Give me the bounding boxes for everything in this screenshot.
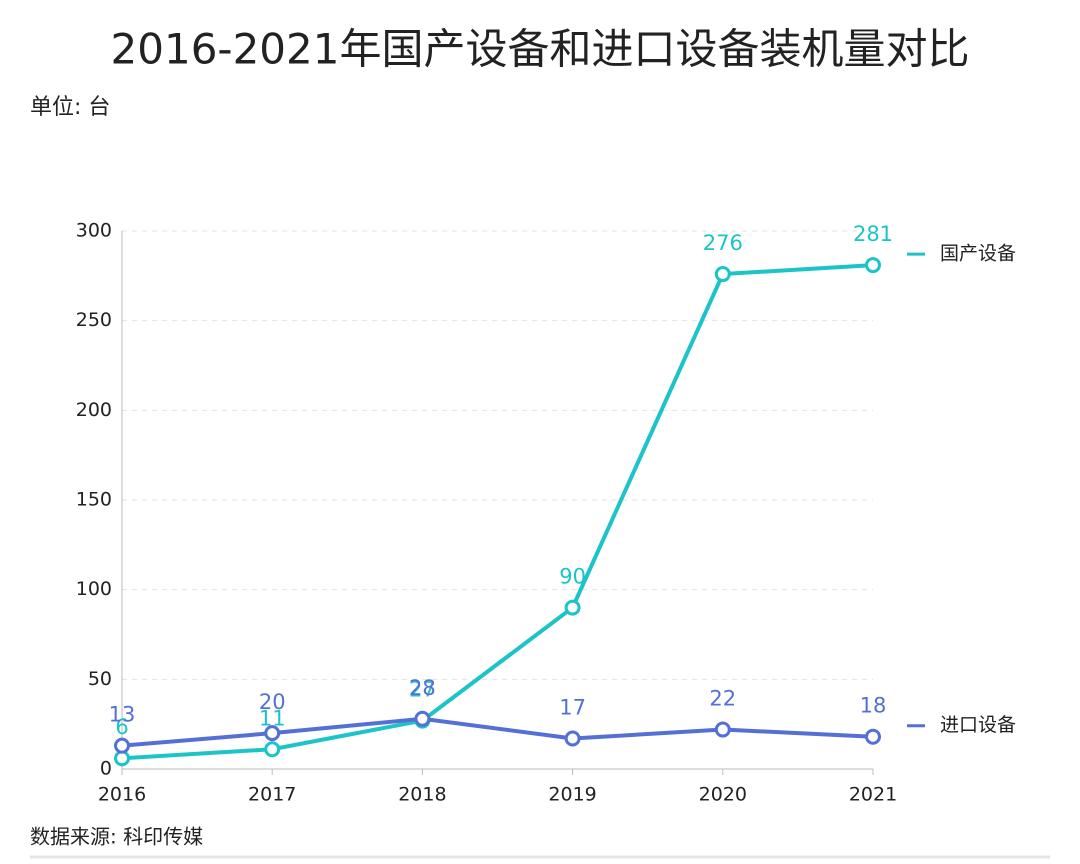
chart-source: 数据来源: 科印传媒 <box>30 825 203 849</box>
y-tick-label: 250 <box>76 309 112 331</box>
x-tick-label: 2017 <box>248 784 296 806</box>
y-tick-label: 200 <box>76 399 112 421</box>
series-line <box>121 716 874 748</box>
data-label: 276 <box>703 231 743 255</box>
data-point <box>865 728 881 745</box>
data-label: 6 <box>115 715 128 739</box>
data-point <box>114 737 130 754</box>
data-point <box>264 725 281 742</box>
x-tick-label: 2021 <box>849 784 897 806</box>
x-tick-label: 2019 <box>548 784 596 806</box>
data-point <box>714 721 731 738</box>
data-label: 27 <box>409 678 436 702</box>
y-tick-label: 300 <box>76 220 112 242</box>
data-point <box>714 266 731 283</box>
chart-subtitle: 单位: 台 <box>30 95 110 120</box>
legend-label: 国产设备 <box>940 243 1016 265</box>
data-label: 18 <box>860 694 887 718</box>
y-tick-label: 150 <box>76 489 112 511</box>
x-tick-label: 2018 <box>398 784 446 806</box>
data-label: 20 <box>259 690 286 714</box>
data-label: 22 <box>709 687 736 711</box>
data-label: 281 <box>853 222 893 246</box>
data-point <box>564 730 581 747</box>
data-label: 28 <box>409 676 436 700</box>
chart-title: 2016-2021年国产设备和进口设备装机量对比 <box>111 25 970 74</box>
y-tick-label: 50 <box>88 668 112 690</box>
x-tick-label: 2020 <box>699 784 747 806</box>
data-point <box>865 257 881 274</box>
series-line <box>121 263 874 761</box>
data-point <box>264 741 281 758</box>
y-tick-label: 100 <box>76 578 112 600</box>
y-tick-label: 0 <box>100 758 112 780</box>
legend-label: 进口设备 <box>940 714 1016 736</box>
x-tick-label: 2016 <box>98 784 146 806</box>
data-label: 17 <box>559 696 586 720</box>
data-point <box>114 750 130 767</box>
data-label: 90 <box>559 565 586 589</box>
data-label: 13 <box>109 703 136 727</box>
data-point <box>414 710 431 727</box>
data-point <box>564 599 581 616</box>
